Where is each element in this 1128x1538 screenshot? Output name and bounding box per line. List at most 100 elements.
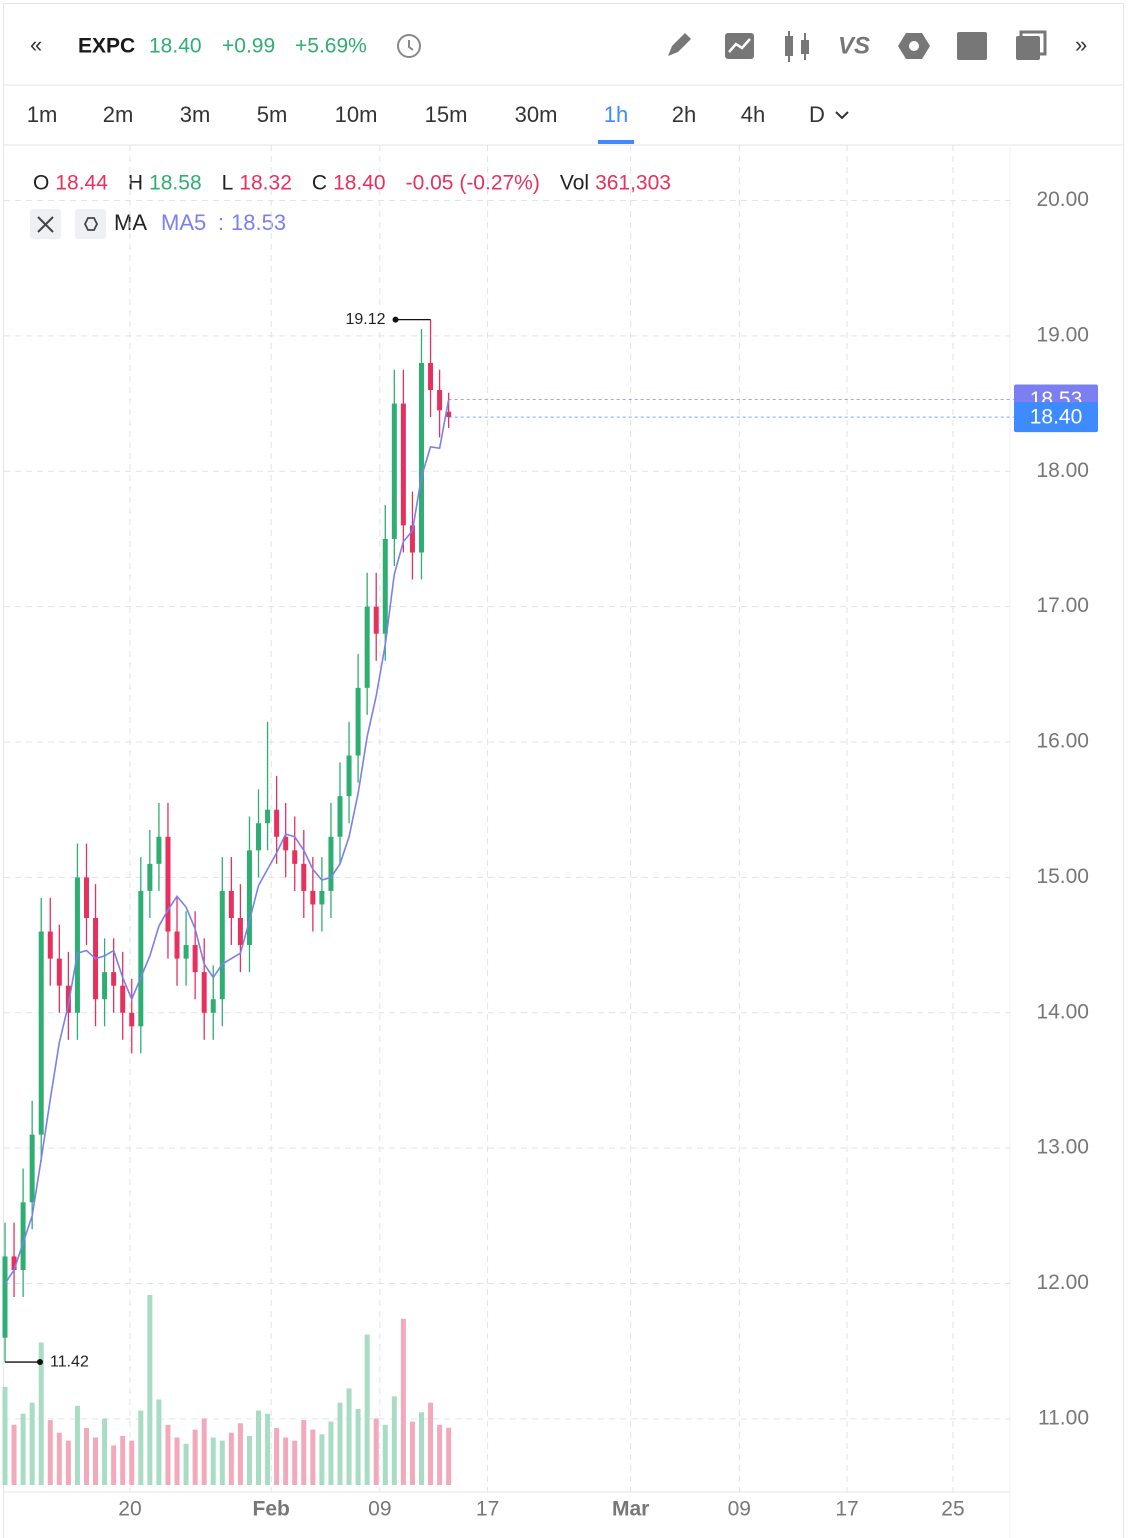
- draw-icon[interactable]: [668, 33, 691, 56]
- collapse-button[interactable]: «: [30, 32, 42, 57]
- volume-bar: [111, 1445, 117, 1485]
- compare-icon[interactable]: VS: [838, 32, 870, 59]
- annotation-dot: [37, 1359, 43, 1366]
- volume-bar: [265, 1413, 271, 1485]
- timeframe-tab[interactable]: 4h: [741, 102, 765, 127]
- expand-button[interactable]: »: [1075, 32, 1087, 57]
- candle-body: [192, 945, 198, 973]
- annotation-label: 11.42: [50, 1353, 89, 1370]
- legend-label: O: [33, 172, 49, 195]
- indicator-icon[interactable]: [725, 33, 754, 59]
- volume-bar: [74, 1405, 80, 1485]
- y-tick-label: 14.00: [1036, 1000, 1089, 1023]
- timeframe-tab[interactable]: 2m: [103, 102, 134, 127]
- timeframe-tab[interactable]: 1h: [604, 102, 628, 127]
- candle-body: [283, 836, 289, 851]
- y-tick-label: 17.00: [1036, 594, 1089, 617]
- x-tick-label: Feb: [253, 1498, 290, 1521]
- volume-bar: [156, 1399, 162, 1485]
- volume-bar: [38, 1342, 44, 1485]
- ma-value: 18.53: [231, 210, 286, 235]
- candle-body: [237, 918, 243, 946]
- volume-bar: [20, 1413, 26, 1485]
- layout-icon[interactable]: [1016, 30, 1047, 60]
- volume-bar: [56, 1432, 62, 1485]
- volume-bar: [373, 1418, 379, 1485]
- x-tick-label: 17: [835, 1498, 858, 1521]
- frame: [3, 3, 1124, 1538]
- x-tick-label: 17: [476, 1498, 499, 1521]
- timeframe-tab[interactable]: 1m: [27, 102, 58, 127]
- y-tick-label: 18.00: [1036, 459, 1089, 482]
- candle-body: [47, 931, 53, 959]
- volume-bar: [65, 1440, 71, 1485]
- timeframe-tab[interactable]: 2h: [672, 102, 696, 127]
- y-tick-label: 13.00: [1036, 1136, 1089, 1159]
- volume-bar: [391, 1396, 397, 1485]
- timeframe-tab[interactable]: D: [809, 102, 825, 127]
- tab-underline: [598, 140, 634, 144]
- volume-bar: [346, 1388, 352, 1485]
- candle-body: [246, 850, 252, 946]
- candle-body: [165, 836, 171, 932]
- dropdown-caret[interactable]: [835, 111, 849, 120]
- volume-bar: [400, 1318, 406, 1485]
- grid: [4, 145, 1010, 1492]
- timeframe-tab[interactable]: 30m: [515, 102, 558, 127]
- x-tick-label: Mar: [612, 1498, 649, 1521]
- settings-glyph: [83, 217, 99, 231]
- ma-separator: :: [218, 210, 224, 235]
- timeframe-tab[interactable]: 3m: [180, 102, 211, 127]
- chart-type-icon[interactable]: [785, 31, 809, 62]
- candle-body: [102, 972, 108, 1000]
- candle-body: [147, 863, 153, 891]
- candle-body: [111, 972, 117, 986]
- volume-bar: [310, 1429, 316, 1485]
- legend-value: 18.58: [149, 172, 202, 195]
- timeframe-tab[interactable]: 10m: [335, 102, 378, 127]
- volume-bar: [174, 1437, 180, 1485]
- timeframe-tab[interactable]: 15m: [425, 102, 468, 127]
- candle-body: [74, 877, 80, 1013]
- candle-body: [446, 411, 452, 418]
- candle-body: [65, 985, 71, 1013]
- candle-body: [174, 931, 180, 959]
- candle-body: [409, 525, 415, 553]
- change-pct: +5.69%: [295, 35, 367, 58]
- candle-body: [346, 755, 352, 797]
- timeframe-tab[interactable]: 5m: [257, 102, 288, 127]
- legend-label: L: [222, 172, 234, 195]
- volume-bar: [437, 1424, 443, 1485]
- x-tick-label: 20: [118, 1498, 141, 1521]
- volume-bar: [219, 1440, 225, 1485]
- candle-body: [11, 1256, 17, 1270]
- candle-body: [29, 1134, 35, 1203]
- legend-value: 361,303: [595, 172, 671, 195]
- candle-body: [2, 1256, 8, 1338]
- volume-bar: [93, 1437, 99, 1485]
- candle-body: [265, 809, 271, 824]
- remove-icon: [37, 216, 54, 233]
- candle-body: [319, 890, 325, 905]
- candle-body: [83, 877, 89, 919]
- candle-body: [129, 1012, 135, 1027]
- volume-bar: [138, 1410, 144, 1485]
- candle-body: [428, 362, 434, 391]
- indicator-name: MA: [114, 210, 147, 235]
- volume-bar: [382, 1424, 388, 1485]
- volume-bar: [237, 1423, 243, 1485]
- settings-icon[interactable]: [898, 33, 930, 59]
- volume-bar: [256, 1410, 262, 1485]
- volume-bar: [47, 1420, 53, 1485]
- fullscreen-icon[interactable]: [957, 32, 987, 60]
- volume-bar: [409, 1421, 415, 1485]
- volume-bar: [283, 1437, 289, 1485]
- indicator-settings[interactable]: [75, 209, 106, 239]
- legend-label: H: [128, 172, 143, 195]
- price: 18.40: [149, 35, 202, 58]
- history-icon[interactable]: [397, 34, 421, 58]
- candle-body: [400, 403, 406, 526]
- volume-bar: [102, 1418, 108, 1485]
- volume-bar: [29, 1402, 35, 1485]
